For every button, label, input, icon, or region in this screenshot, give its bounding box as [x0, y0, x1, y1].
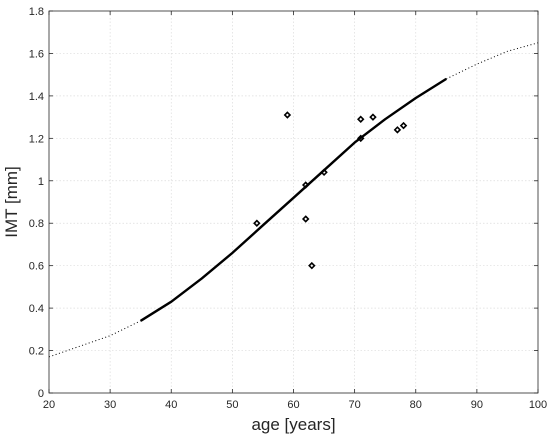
- grid: [49, 11, 538, 393]
- fit-curve-extrapolated: [48, 320, 141, 358]
- data-point: [308, 261, 316, 270]
- data-point: [393, 126, 402, 134]
- y-tick-label: 0: [38, 388, 44, 400]
- fit-curve: [48, 42, 539, 358]
- x-tick-label: 80: [410, 399, 422, 411]
- x-tick-label: 20: [43, 399, 55, 411]
- data-points: [253, 111, 408, 270]
- y-tick-label: 1.4: [29, 91, 44, 103]
- y-tick-label: 0.6: [29, 261, 44, 273]
- x-tick-label: 100: [529, 399, 547, 411]
- data-point: [357, 115, 365, 123]
- x-tick-label: 40: [165, 399, 177, 411]
- x-tick-label: 50: [226, 399, 238, 411]
- y-tick-label: 1.8: [29, 6, 44, 18]
- axes: 20 30 40 50 60 70 80 90 100 0 0.2 0.4 0.6 0.8 1 1.2 1.4 1…: [29, 6, 547, 411]
- data-point: [301, 181, 310, 189]
- y-tick-label: 0.8: [29, 218, 44, 230]
- x-tick-label: 60: [287, 399, 299, 411]
- x-axis-title: age [years]: [251, 415, 335, 434]
- y-tick-label: 0.2: [29, 346, 44, 358]
- data-point: [253, 219, 261, 227]
- y-tick-label: 1.6: [29, 48, 44, 60]
- x-tick-label: 70: [349, 399, 361, 411]
- data-point: [357, 134, 365, 143]
- data-point: [301, 215, 310, 223]
- y-tick-label: 0.4: [29, 303, 44, 315]
- fit-curve-extrapolated: [446, 42, 539, 80]
- y-axis-title: IMT [mm]: [2, 166, 21, 237]
- x-tick-label: 90: [471, 399, 483, 411]
- y-tick-label: 1.2: [29, 133, 44, 145]
- fit-curve-solid: [140, 77, 447, 322]
- data-point: [320, 168, 328, 177]
- y-tick-label: 1: [38, 176, 44, 188]
- data-point: [369, 113, 377, 121]
- data-point: [399, 121, 408, 130]
- x-tick-label: 30: [104, 399, 116, 411]
- data-point: [283, 111, 292, 119]
